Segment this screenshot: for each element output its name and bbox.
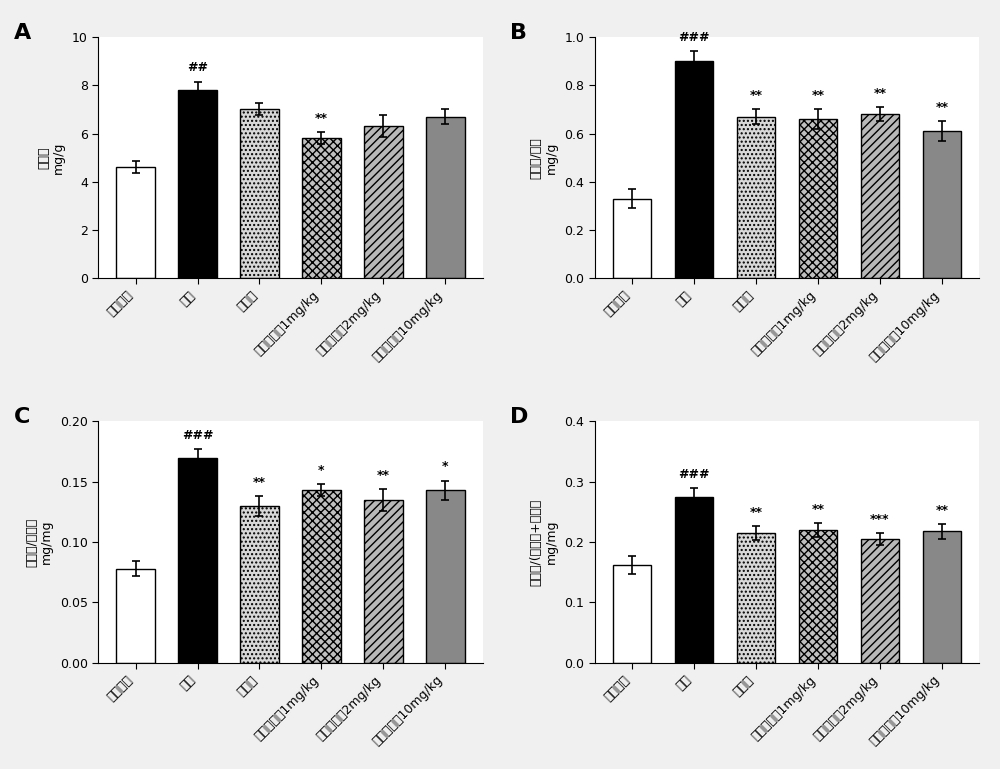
- Text: **: **: [253, 476, 266, 489]
- Text: ###: ###: [678, 468, 710, 481]
- Bar: [737, 533, 775, 663]
- Text: *: *: [442, 461, 449, 474]
- Text: ###: ###: [678, 32, 710, 45]
- Text: C: C: [14, 407, 30, 427]
- Bar: [364, 126, 403, 278]
- Bar: [116, 168, 155, 278]
- Text: ###: ###: [182, 429, 213, 442]
- Text: ***: ***: [870, 513, 890, 526]
- Text: A: A: [14, 22, 31, 42]
- Text: D: D: [510, 407, 529, 427]
- Bar: [861, 539, 899, 663]
- Text: **: **: [315, 112, 328, 125]
- Text: B: B: [510, 22, 527, 42]
- Text: **: **: [812, 503, 825, 515]
- Bar: [178, 90, 217, 278]
- Bar: [923, 131, 961, 278]
- Text: **: **: [935, 504, 948, 517]
- Bar: [240, 109, 279, 278]
- Text: **: **: [935, 102, 948, 115]
- Bar: [426, 117, 465, 278]
- Bar: [737, 117, 775, 278]
- Bar: [675, 61, 713, 278]
- Text: *: *: [318, 464, 325, 477]
- Y-axis label: 右心室/(左心室+室间隔
mg/mg: 右心室/(左心室+室间隔 mg/mg: [530, 498, 558, 586]
- Bar: [240, 506, 279, 663]
- Bar: [613, 565, 651, 663]
- Text: **: **: [812, 89, 825, 102]
- Text: **: **: [750, 505, 763, 518]
- Bar: [116, 569, 155, 663]
- Bar: [178, 458, 217, 663]
- Y-axis label: 右心室/心脏重
mg/mg: 右心室/心脏重 mg/mg: [25, 518, 53, 567]
- Bar: [799, 119, 837, 278]
- Bar: [675, 497, 713, 663]
- Bar: [426, 491, 465, 663]
- Bar: [799, 530, 837, 663]
- Y-axis label: 右心室/体重
mg/g: 右心室/体重 mg/g: [530, 137, 558, 178]
- Y-axis label: 肺体重
mg/g: 肺体重 mg/g: [37, 141, 65, 174]
- Text: ##: ##: [187, 62, 208, 75]
- Bar: [364, 500, 403, 663]
- Text: **: **: [873, 87, 886, 100]
- Bar: [302, 138, 341, 278]
- Bar: [861, 115, 899, 278]
- Bar: [302, 491, 341, 663]
- Text: **: **: [750, 89, 763, 102]
- Text: **: **: [377, 469, 390, 482]
- Bar: [613, 198, 651, 278]
- Bar: [923, 531, 961, 663]
